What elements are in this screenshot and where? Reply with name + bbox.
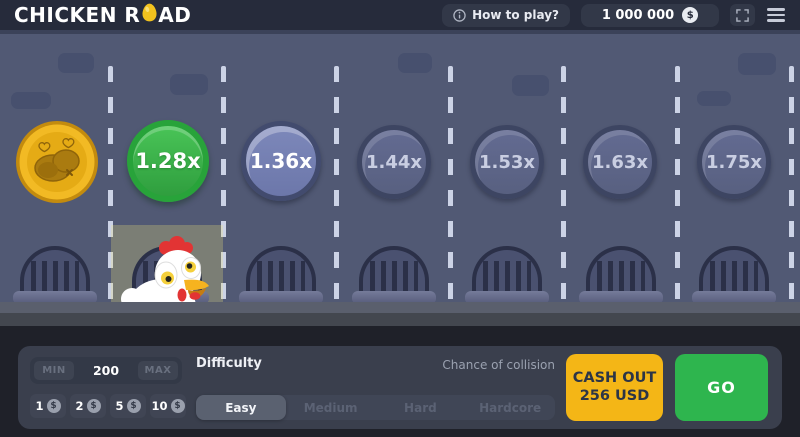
curb-bottom — [0, 313, 800, 326]
chip-button-10[interactable]: 10 $ — [150, 394, 186, 418]
multiplier-value: 1.36x — [249, 149, 313, 173]
multiplier-token-passed: 1.28x — [127, 120, 209, 202]
chip-button-5[interactable]: 5 $ — [110, 394, 146, 418]
sewer-grate-base — [692, 291, 776, 302]
sewer-grate — [699, 246, 769, 294]
tab-easy[interactable]: Easy — [196, 395, 286, 420]
sewer-grate-base — [13, 291, 97, 302]
sewer-grate — [472, 246, 542, 294]
how-to-play-label: How to play? — [472, 8, 559, 22]
sewer-grate — [359, 246, 429, 294]
road-stain — [738, 53, 776, 75]
fried-chicken-coin — [15, 120, 99, 204]
sewer-grate-base — [239, 291, 323, 302]
header-actions: How to play? 1 000 000 $ — [442, 3, 786, 27]
app-logo: CHICKEN R AD — [14, 3, 191, 27]
lane-divider — [675, 66, 680, 302]
chip-button-2[interactable]: 2 $ — [70, 394, 106, 418]
difficulty-label: Difficulty — [196, 356, 262, 371]
tab-hard[interactable]: Hard — [404, 400, 437, 415]
bet-amount-box: MIN 200 MAX — [30, 357, 182, 384]
sewer-grate — [586, 246, 656, 294]
sewer-grate — [20, 246, 90, 294]
multiplier-token-upcoming: 1.53x — [470, 125, 544, 199]
dollar-coin-icon: $ — [86, 399, 101, 413]
bet-chip-row: 1 $ 2 $ 5 $ 10 $ — [30, 394, 186, 418]
header-bar: CHICKEN R AD How to play? 1 000 000 — [0, 0, 800, 30]
multiplier-value: 1.63x — [591, 151, 649, 173]
multiplier-token-next: 1.36x — [241, 121, 321, 201]
multiplier-token-upcoming: 1.63x — [583, 125, 657, 199]
cash-out-line2: 256 USD — [579, 387, 650, 404]
lane-divider — [108, 66, 113, 302]
lane-divider — [448, 66, 453, 302]
balance-display[interactable]: 1 000 000 $ — [581, 3, 719, 27]
sewer-grate-base — [579, 291, 663, 302]
chip-button-1[interactable]: 1 $ — [30, 394, 66, 418]
chicken-character — [115, 235, 217, 302]
bet-min-button[interactable]: MIN — [34, 361, 74, 380]
logo-text-right: AD — [158, 3, 192, 27]
bet-max-button[interactable]: MAX — [138, 361, 178, 380]
bet-amount-input[interactable]: 200 — [92, 363, 120, 378]
balance-value: 1 000 000 — [601, 7, 675, 23]
logo-text-left: CHICKEN R — [14, 3, 141, 27]
road-board: 1.28x 1.36x 1.44x 1.53x 1.63x 1.75x — [0, 30, 800, 302]
sewer-grate-base — [465, 291, 549, 302]
tab-medium[interactable]: Medium — [303, 400, 358, 415]
lane-divider — [221, 66, 226, 302]
fullscreen-button[interactable] — [730, 4, 755, 26]
sewer-grate — [246, 246, 316, 294]
multiplier-value: 1.75x — [705, 151, 763, 173]
dollar-coin-icon: $ — [46, 399, 61, 413]
road-stain — [512, 75, 549, 96]
multiplier-token-upcoming: 1.44x — [357, 125, 431, 199]
fullscreen-icon — [736, 8, 749, 22]
multiplier-value: 1.28x — [135, 149, 201, 173]
hamburger-menu-icon[interactable] — [766, 5, 786, 25]
road-stain — [170, 74, 208, 95]
difficulty-tabs: Easy Medium Hard Hardcore — [196, 395, 555, 420]
cash-out-line1: CASH OUT — [572, 370, 657, 387]
control-panel: MIN 200 MAX 1 $ 2 $ 5 $ 10 $ Difficulty … — [18, 346, 782, 429]
go-button[interactable]: GO — [675, 354, 768, 421]
dollar-coin-icon: $ — [126, 399, 141, 413]
road-stain — [697, 91, 731, 106]
lane-divider — [789, 66, 794, 302]
dollar-coin-icon: $ — [170, 399, 185, 413]
tab-hardcore[interactable]: Hardcore — [479, 400, 542, 415]
road-stain — [11, 92, 51, 109]
multiplier-token-upcoming: 1.75x — [697, 125, 771, 199]
road-stain — [398, 53, 432, 73]
chance-of-collision-label: Chance of collision — [442, 358, 555, 372]
sewer-grate-base — [352, 291, 436, 302]
multiplier-value: 1.53x — [478, 151, 536, 173]
curb-top — [0, 302, 800, 313]
multiplier-value: 1.44x — [365, 151, 423, 173]
cash-out-button[interactable]: CASH OUT 256 USD — [566, 354, 663, 421]
lane-divider — [334, 66, 339, 302]
dollar-coin-icon: $ — [682, 7, 699, 23]
road-stain — [58, 53, 94, 73]
how-to-play-button[interactable]: How to play? — [442, 3, 570, 27]
info-icon — [453, 8, 466, 22]
egg-icon — [142, 3, 157, 27]
lane-divider — [561, 66, 566, 302]
